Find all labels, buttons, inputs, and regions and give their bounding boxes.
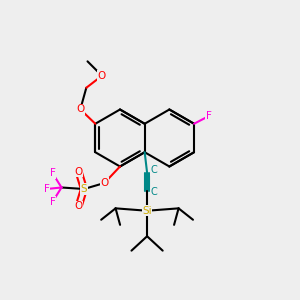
- Text: F: F: [50, 168, 56, 178]
- Text: O: O: [98, 71, 106, 81]
- Text: Si: Si: [142, 206, 152, 216]
- Text: O: O: [100, 178, 109, 188]
- Text: F: F: [50, 197, 56, 207]
- Text: F: F: [44, 184, 50, 194]
- Text: F: F: [206, 111, 212, 121]
- Text: S: S: [81, 184, 87, 194]
- Text: O: O: [76, 104, 84, 114]
- Text: C: C: [150, 188, 157, 197]
- Text: O: O: [74, 167, 83, 177]
- Text: C: C: [150, 165, 157, 175]
- Text: O: O: [74, 201, 83, 212]
